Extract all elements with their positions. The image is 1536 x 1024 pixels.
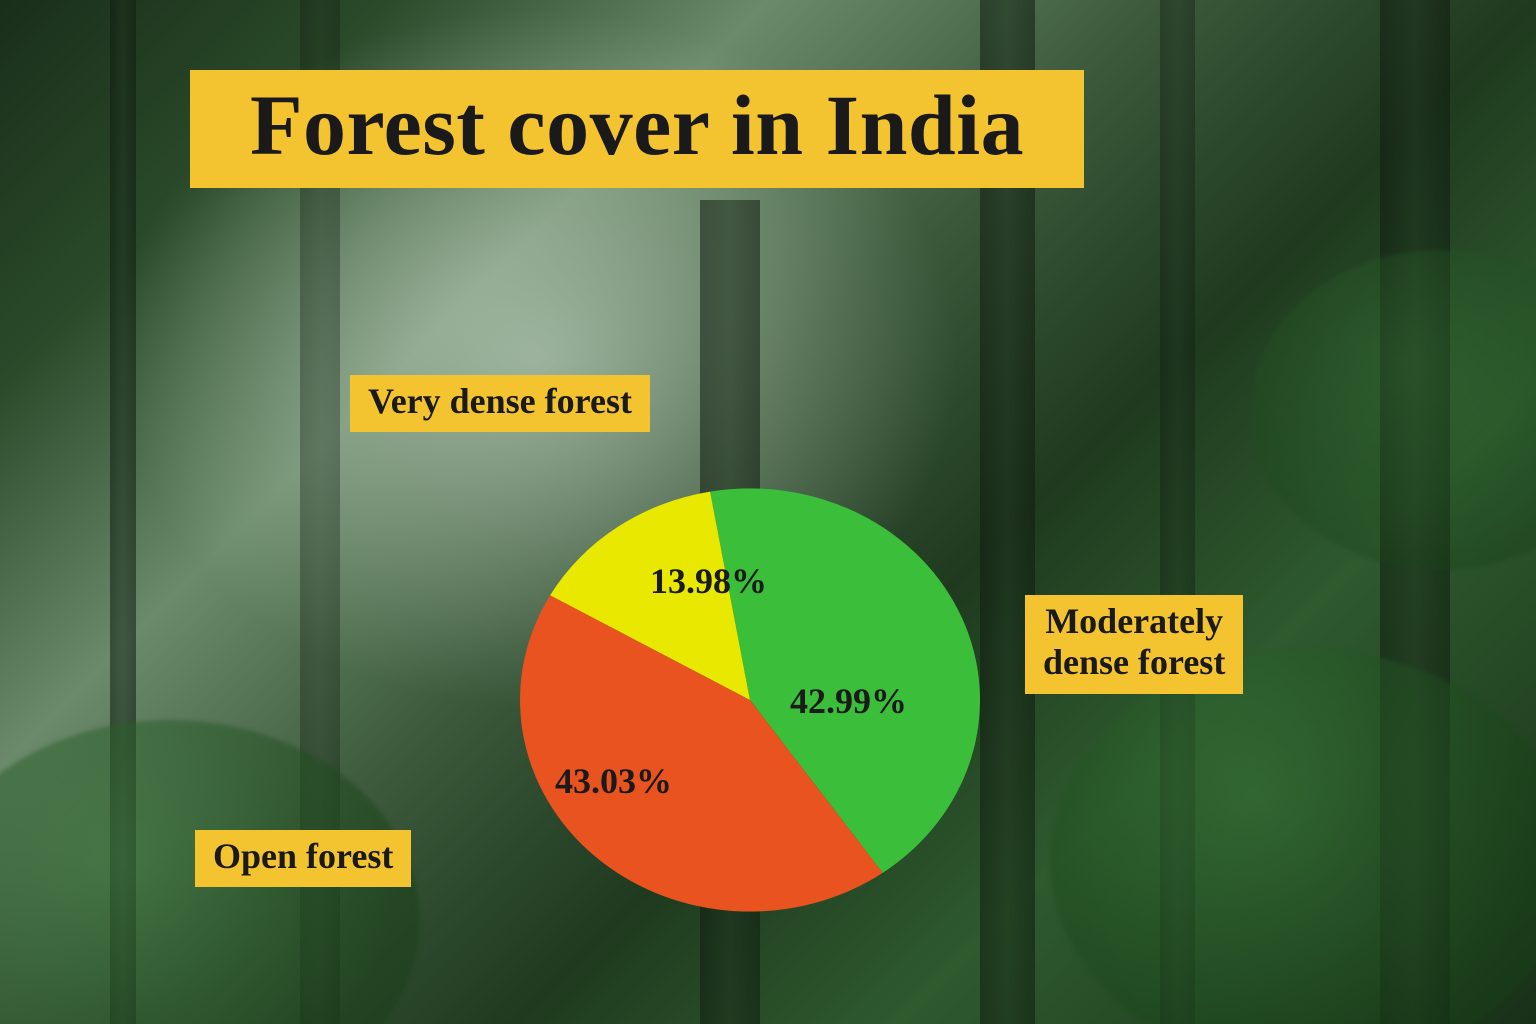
pct-moderately-dense-forest: 42.99% [790, 680, 907, 722]
pct-very-dense-forest: 13.98% [650, 560, 767, 602]
page-title: Forest cover in India [190, 70, 1084, 188]
label-moderately-dense-forest: Moderatelydense forest [1025, 595, 1243, 694]
pie-svg [520, 488, 980, 911]
decorative-foliage [1050, 650, 1536, 1024]
decorative-foliage [1250, 250, 1536, 570]
forest-cover-pie-chart [520, 488, 980, 911]
pct-open-forest: 43.03% [555, 760, 672, 802]
label-very-dense-forest: Very dense forest [350, 375, 650, 432]
infographic-canvas: Forest cover in India Very dense forest … [0, 0, 1536, 1024]
label-open-forest: Open forest [195, 830, 411, 887]
